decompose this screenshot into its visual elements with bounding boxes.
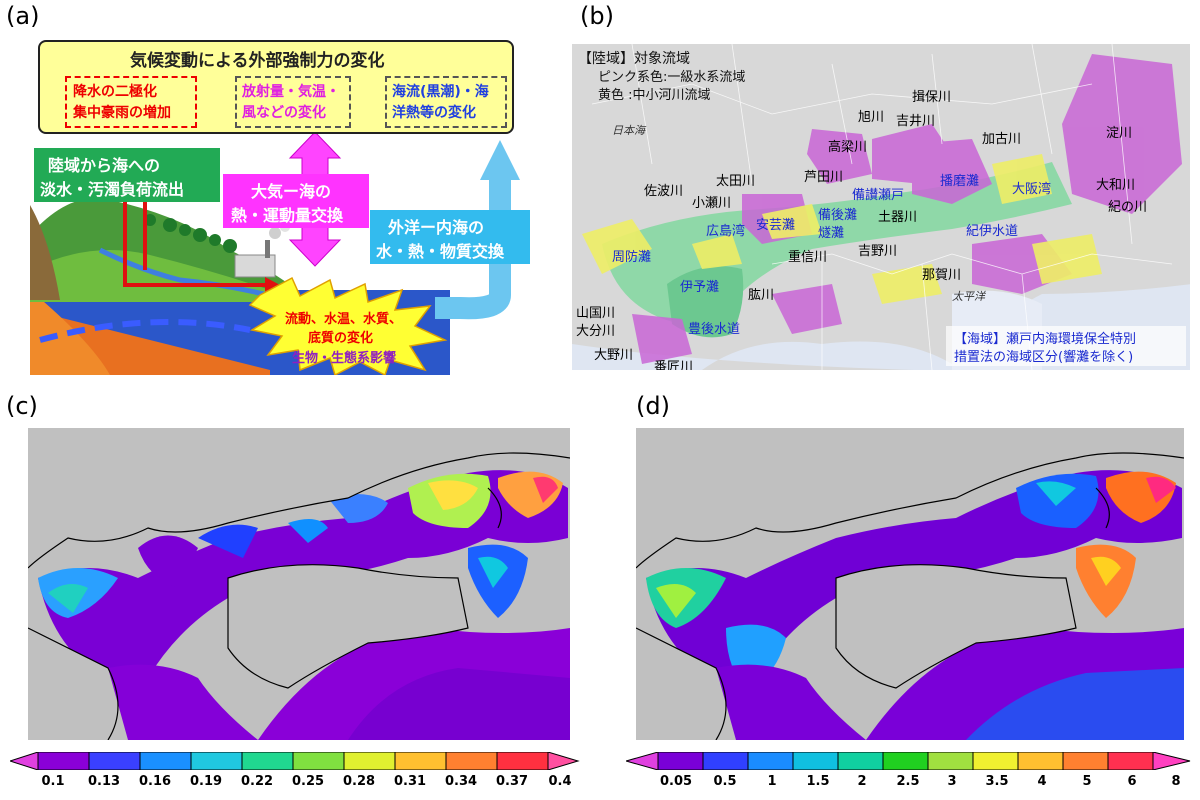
colorbar-c-label: 0.19 [189, 774, 223, 789]
sea-note-line1: 【海域】瀬戸内海環境保全特別 [954, 332, 1137, 347]
climate-impact-diagram: 気候変動による外部強制力の変化 降水の二極化 集中豪雨の増加 放射量・気温・ 風… [30, 40, 570, 375]
colorbar-d-label: 1 [767, 774, 777, 789]
ocean-exchange-label: 外洋ー内海の 水・熱・物質交換 [370, 210, 530, 264]
landscape-illustration [30, 131, 520, 375]
river-label: 佐波川 [644, 184, 684, 199]
radiation-line2: 風などの変化 [242, 105, 326, 121]
river-label: 加古川 [982, 132, 1022, 147]
river-label: 大分川 [576, 324, 616, 339]
colorbar-c-label: 0.4 [548, 774, 572, 789]
colorbar-d-label: 0.05 [659, 774, 693, 789]
burst-line3: 生物・生態系影響 [292, 351, 397, 366]
river-label: 紀の川 [1108, 200, 1148, 215]
sea-label: 豊後水道 [688, 322, 741, 337]
sea-label: 備讃瀬戸 [852, 188, 905, 203]
river-label: 旭川 [858, 110, 885, 125]
burst-line1: 流動、水温、水質、 [285, 312, 403, 327]
panel-label-a: (a) [6, 2, 40, 30]
panel-label-c: (c) [6, 392, 38, 420]
colorbar-d-label: 2.5 [896, 774, 920, 789]
radiation-box: 放射量・気温・ 風などの変化 [235, 76, 351, 128]
colorbar-c-label: 0.13 [87, 774, 121, 789]
colorbar-c-label: 0.16 [138, 774, 172, 789]
map-legend-yellow: 黄色 :中小河川流域 [598, 88, 711, 103]
sea-label: 播磨灘 [940, 174, 980, 189]
colorbar-d-label: 5 [1082, 774, 1092, 789]
sea-label: 安芸灘 [756, 218, 796, 233]
precipitation-box: 降水の二極化 集中豪雨の増加 [65, 76, 197, 128]
ocean-exchange-line1: 外洋ー内海の [388, 218, 485, 237]
land-to-sea-label: 陸域から海への 淡水・汚濁負荷流出 [34, 148, 220, 202]
panel-label-b: (b) [580, 2, 614, 30]
land-to-sea-line2: 淡水・汚濁負荷流出 [40, 180, 185, 199]
pacific-label: 太平洋 [952, 290, 985, 303]
precipitation-line1: 降水の二極化 [73, 84, 157, 100]
japan-sea-label: 日本海 [612, 124, 645, 137]
river-label: 淀川 [1106, 126, 1133, 141]
colorbar-c-label: 0.34 [444, 774, 478, 789]
sea-note-box: 【海域】瀬戸内海環境保全特別 措置法の海域区分(響灘を除く) [946, 326, 1186, 366]
atmosphere-sea-line2: 熱・運動量交換 [231, 206, 344, 225]
sea-label: 周防灘 [612, 250, 652, 265]
burst-line2: 底質の変化 [308, 331, 374, 346]
colorbar-c-label: 0.25 [291, 774, 325, 789]
colorbar-c-label: 0.31 [393, 774, 427, 789]
sea-label: 紀伊水道 [966, 224, 1019, 239]
simulation-map-d-graphic [636, 428, 1184, 740]
river-label: 番匠川 [654, 360, 694, 370]
river-label: 大野川 [594, 348, 634, 363]
land-to-sea-line1: 陸域から海への [48, 156, 161, 175]
colorbar-c-label: 0.22 [240, 774, 274, 789]
river-label: 吉井川 [896, 114, 936, 129]
colorbar-d-label: 8 [1171, 774, 1181, 789]
basin-map: 【陸域】対象流域 ピンク系色:一級水系流域 黄色 :中小河川流域 日本海 太平洋… [572, 44, 1190, 370]
ocean-exchange-line2: 水・熱・物質交換 [376, 242, 505, 261]
sea-label: 備後灘 [818, 208, 858, 223]
river-label: 重信川 [788, 250, 828, 265]
atmosphere-sea-line1: 大気ー海の [251, 182, 332, 201]
sea-label: 伊予灘 [680, 280, 720, 295]
map-legend-title: 【陸域】対象流域 [578, 51, 690, 67]
precipitation-line2: 集中豪雨の増加 [73, 105, 171, 121]
colorbar-c-label: 0.1 [41, 774, 65, 789]
ocean-current-line1: 海流(黒潮)・海 [392, 84, 489, 100]
colorbar-d-label: 2 [857, 774, 867, 789]
colorbar-d-label: 6 [1127, 774, 1137, 789]
river-label: 小瀬川 [692, 196, 732, 211]
colorbar-c-label: 0.37 [495, 774, 529, 789]
colorbar-d-label: 1.5 [806, 774, 830, 789]
river-label: 大和川 [1096, 178, 1136, 193]
river-label: 肱川 [748, 288, 775, 303]
ocean-current-box: 海流(黒潮)・海 洋熱等の変化 [385, 76, 507, 128]
river-label: 太田川 [716, 174, 756, 189]
colorbar-d-label: 3.5 [985, 774, 1009, 789]
river-label: 揖保川 [912, 90, 952, 105]
colorbar-c [10, 752, 580, 770]
map-legend-pink: ピンク系色:一級水系流域 [598, 70, 746, 85]
colorbar-d [626, 752, 1191, 770]
river-label: 山国川 [576, 306, 616, 321]
panel-label-d: (d) [636, 392, 670, 420]
atmosphere-sea-label: 大気ー海の 熱・運動量交換 [223, 174, 369, 228]
sea-label: 広島湾 [706, 224, 746, 239]
simulation-map-c [28, 428, 570, 740]
river-label: 高梁川 [828, 140, 868, 155]
simulation-map-d [636, 428, 1184, 740]
river-label: 吉野川 [858, 244, 898, 259]
sea-note-line2: 措置法の海域区分(響灘を除く) [954, 350, 1134, 365]
sea-label: 大阪湾 [1012, 182, 1052, 197]
simulation-map-c-graphic [28, 428, 570, 740]
external-forcing-title: 気候変動による外部強制力の変化 [130, 51, 385, 71]
colorbar-c-label: 0.28 [342, 774, 376, 789]
colorbar-d-label: 0.5 [713, 774, 737, 789]
river-label: 那賀川 [922, 268, 962, 283]
colorbar-d-label: 3 [947, 774, 957, 789]
river-label: 土器川 [878, 210, 918, 225]
radiation-line1: 放射量・気温・ [242, 84, 340, 100]
colorbar-d-label: 4 [1037, 774, 1047, 789]
ocean-current-line2: 洋熱等の変化 [392, 105, 476, 121]
river-label: 芦田川 [804, 170, 844, 185]
sea-label: 燧灘 [818, 226, 845, 241]
